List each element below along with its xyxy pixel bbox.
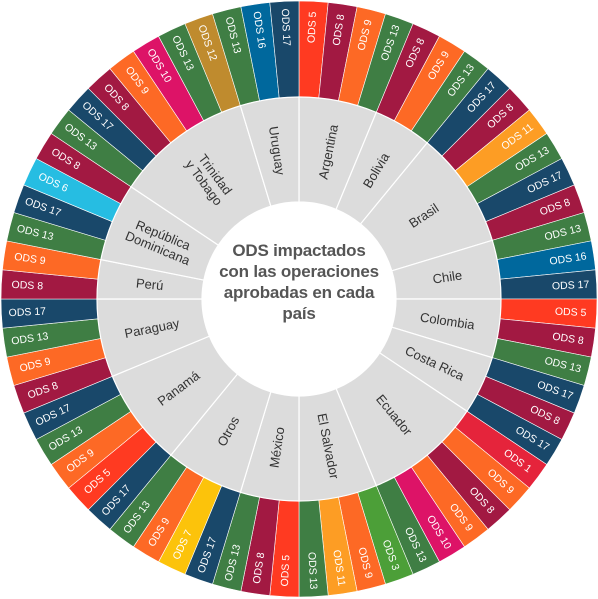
ods-label-argentina-2: ODS 8 [331,13,348,46]
country-label-uruguay: Uruguay [266,125,288,176]
ods-label-colombia-2: ODS 8 [552,331,585,348]
center-title-line-1: ODS impactados [232,241,366,260]
ods-label-el-salvador-4: ODS 13 [305,552,319,590]
ods-label-mexico-1: ODS 5 [279,554,293,586]
ods-label-peru-1: ODS 8 [11,279,43,293]
ods-label-uruguay-2: ODS 16 [250,11,267,50]
country-label-mexico: México [267,426,288,469]
ods-label-paraguay-3: ODS 13 [11,330,50,347]
ods-label-argentina-1: ODS 5 [306,11,320,43]
ods-label-peru-2: ODS 9 [13,251,46,268]
center-title-line-2: con las operaciones [219,262,379,281]
center-disc [202,202,396,396]
ods-label-uruguay-3: ODS 17 [279,8,293,46]
ods-label-chile-2: ODS 16 [549,250,588,267]
country-label-chile: Chile [432,267,464,286]
ods-label-mexico-2: ODS 8 [251,551,268,584]
country-label-peru: Perú [135,275,164,293]
ods-label-colombia-1: ODS 5 [555,306,587,320]
center-title-line-4: país [282,304,316,323]
center-title: ODS impactados con las operaciones aprob… [199,240,399,324]
ods-label-el-salvador-3: ODS 11 [330,549,347,587]
ods-label-paraguay-4: ODS 17 [8,305,46,319]
ods-label-chile-3: ODS 17 [552,279,590,293]
center-title-line-3: aprobadas en cada [223,283,375,302]
